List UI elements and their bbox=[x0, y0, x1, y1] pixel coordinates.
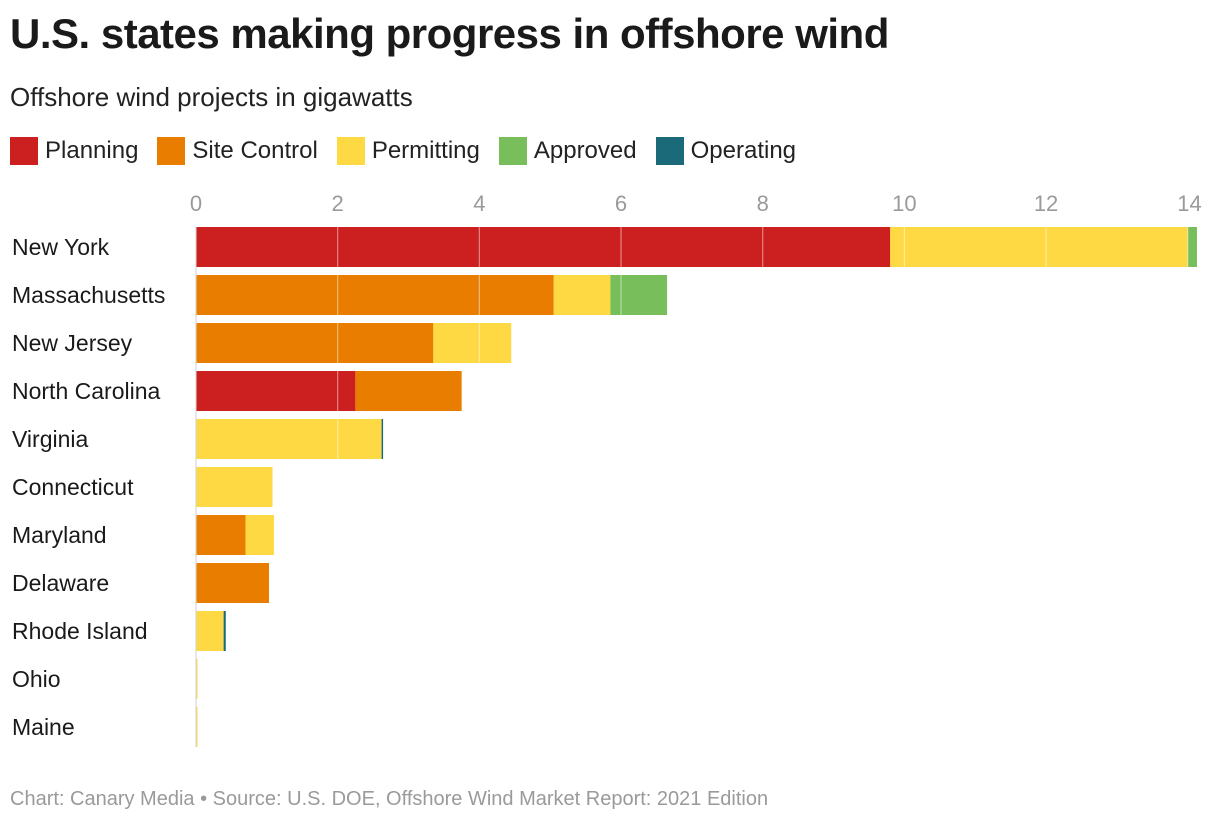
category-label-connecticut: Connecticut bbox=[12, 474, 134, 500]
legend-swatch-operating bbox=[655, 137, 684, 165]
footer-credit: Chart: Canary Media bbox=[10, 788, 195, 810]
bar-north-carolina-planning bbox=[196, 371, 356, 411]
legend-label-permitting: Permitting bbox=[371, 137, 480, 164]
gridlines-group bbox=[195, 227, 1189, 747]
legend-swatch-permitting bbox=[336, 137, 365, 165]
category-label-new-york: New York bbox=[12, 234, 110, 260]
category-label-virginia: Virginia bbox=[12, 426, 88, 452]
bar-massachusetts-permitting bbox=[553, 275, 611, 315]
bar-connecticut-permitting bbox=[196, 467, 273, 507]
footer-source: Source: U.S. DOE, Offshore Wind Market R… bbox=[212, 788, 769, 810]
bar-rhode-island-operating bbox=[223, 611, 226, 651]
bar-new-jersey-permitting bbox=[433, 323, 512, 363]
legend-label-operating: Operating bbox=[690, 137, 797, 164]
category-label-maryland: Maryland bbox=[12, 522, 107, 548]
legend-swatch-site-control bbox=[157, 137, 186, 165]
category-label-north-carolina: North Carolina bbox=[12, 378, 160, 404]
bar-massachusetts-approved bbox=[610, 275, 668, 315]
x-tick-label-2: 2 bbox=[332, 191, 344, 216]
category-label-ohio: Ohio bbox=[12, 666, 61, 692]
bar-new-york-planning bbox=[196, 227, 891, 267]
legend-item-approved: Approved bbox=[498, 137, 637, 165]
bar-new-jersey-site-control bbox=[196, 323, 434, 363]
legend-label-site-control: Site Control bbox=[192, 137, 318, 164]
legend: Planning Site Control Permitting Approve… bbox=[10, 137, 815, 165]
legend-swatch-planning bbox=[10, 137, 38, 165]
bar-maryland-permitting bbox=[245, 515, 274, 555]
legend-swatch-approved bbox=[498, 137, 527, 165]
bar-new-york-permitting bbox=[890, 227, 1188, 267]
category-label-new-jersey: New Jersey bbox=[12, 330, 133, 356]
chart-footer: Chart: Canary Media • Source: U.S. DOE, … bbox=[10, 788, 768, 811]
x-tick-label-10: 10 bbox=[892, 191, 916, 216]
legend-label-approved: Approved bbox=[533, 137, 637, 164]
x-tick-label-12: 12 bbox=[1034, 191, 1058, 216]
x-tick-labels: 0 2 4 6 8 10 12 14 bbox=[190, 191, 1202, 216]
x-tick-label-0: 0 bbox=[190, 191, 202, 216]
bar-massachusetts-site-control bbox=[196, 275, 554, 315]
bar-maine-permitting bbox=[196, 707, 198, 747]
chart-subtitle: Offshore wind projects in gigawatts bbox=[10, 82, 413, 112]
bar-rhode-island-permitting bbox=[196, 611, 224, 651]
x-tick-label-6: 6 bbox=[615, 191, 627, 216]
category-labels: New York Massachusetts New Jersey North Car… bbox=[12, 234, 165, 740]
x-tick-label-8: 8 bbox=[757, 191, 769, 216]
bar-delaware-site-control bbox=[196, 563, 269, 603]
x-tick-label-4: 4 bbox=[473, 191, 485, 216]
bar-ohio-permitting bbox=[196, 659, 198, 699]
bars-group bbox=[196, 227, 1197, 747]
category-label-massachusetts: Massachusetts bbox=[12, 282, 165, 308]
legend-label-planning: Planning bbox=[45, 137, 139, 164]
stacked-bar-chart: 0 2 4 6 8 10 12 14 New York Massachusetts New Jers… bbox=[12, 191, 1202, 747]
bar-north-carolina-site-control bbox=[355, 371, 462, 411]
legend-item-permitting: Permitting bbox=[336, 137, 480, 165]
legend-item-operating: Operating bbox=[655, 137, 797, 165]
bar-virginia-operating bbox=[381, 419, 384, 459]
category-label-maine: Maine bbox=[12, 714, 75, 740]
footer-separator: • bbox=[200, 788, 208, 810]
legend-item-site-control: Site Control bbox=[157, 137, 318, 165]
x-tick-label-14: 14 bbox=[1177, 191, 1201, 216]
bar-virginia-permitting bbox=[196, 419, 382, 459]
chart-title: U.S. states making progress in offshore … bbox=[10, 10, 889, 57]
bar-new-york-approved bbox=[1187, 227, 1197, 267]
bar-maryland-site-control bbox=[196, 515, 246, 555]
legend-item-planning: Planning bbox=[10, 137, 138, 165]
category-label-delaware: Delaware bbox=[12, 570, 109, 596]
category-label-rhode-island: Rhode Island bbox=[12, 618, 148, 644]
